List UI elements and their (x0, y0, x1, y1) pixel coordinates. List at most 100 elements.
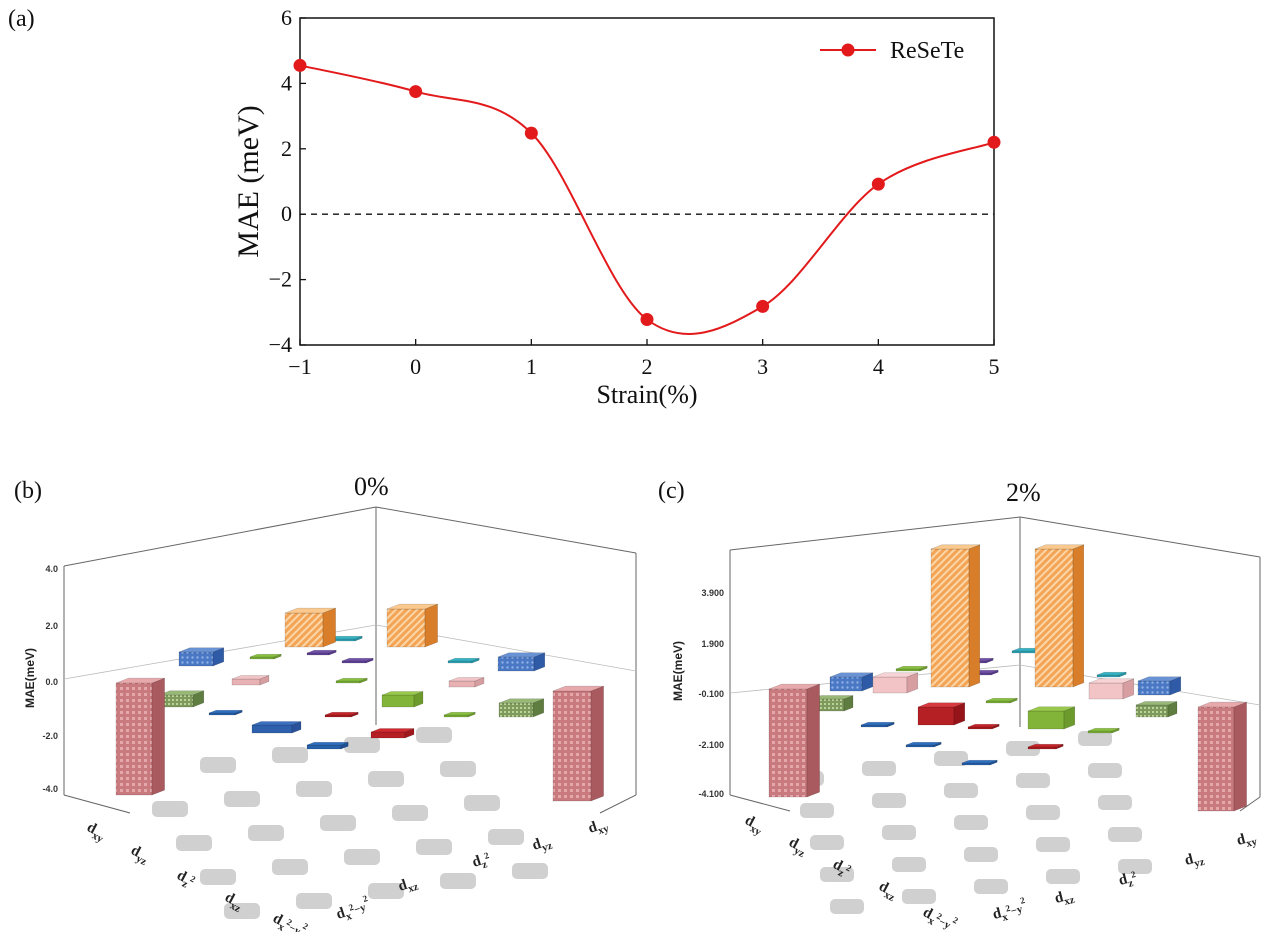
bar-side-face (474, 677, 485, 688)
bar-top-face (448, 677, 485, 682)
x-tick-label: 5 (989, 354, 1000, 379)
floor-tile (416, 839, 452, 855)
floor-tile (902, 889, 936, 904)
frame-edge (63, 506, 377, 567)
x-tick-label: 4 (873, 354, 884, 379)
data-point (756, 299, 770, 313)
bar-top-face (324, 711, 359, 716)
floor-tile (440, 761, 476, 777)
frame-edge (729, 516, 1021, 551)
col-axis-label: dxy (1235, 829, 1259, 852)
x-tick-label: 3 (757, 354, 768, 379)
bar-front-face (917, 706, 955, 726)
x-tick-label: 0 (410, 354, 421, 379)
floor-tile (1098, 795, 1132, 810)
bar-side-face (1118, 671, 1127, 678)
bar-top-face (1135, 701, 1178, 706)
x-tick-label: 1 (526, 354, 537, 379)
bar-front-face (1135, 704, 1169, 718)
floor-tile (1006, 741, 1040, 756)
small-bar (324, 711, 359, 718)
z-tick-label: -4.0 (42, 784, 58, 794)
bar-side-face (886, 721, 895, 728)
bar-front-face (306, 744, 342, 750)
bar-red (115, 677, 165, 796)
bar-top-face (1137, 676, 1181, 682)
bar-side-face (404, 728, 415, 739)
bar-front-face (447, 660, 473, 664)
floor-tile (820, 867, 854, 882)
bar-side-face (291, 721, 302, 734)
bar-green (158, 690, 205, 708)
y-tick-label: 6 (281, 5, 292, 30)
bar-front-face (1034, 548, 1074, 688)
bar-red (1197, 701, 1247, 812)
bar-front-face (386, 608, 426, 648)
bar-front-face (381, 694, 415, 708)
small-bar (341, 657, 374, 664)
bar-top-face (967, 723, 1000, 728)
bar-top-face (306, 649, 337, 654)
floor-tile (200, 869, 236, 885)
floor-tile (296, 893, 332, 909)
bar-green (1135, 701, 1178, 718)
bar-front-face (1027, 710, 1065, 730)
floor-tile (974, 879, 1008, 894)
small-bar (208, 709, 243, 716)
row-axis-label: dyz (785, 834, 811, 860)
data-point (293, 58, 307, 72)
legend-label: ReSeTe (890, 38, 964, 64)
data-point (524, 126, 538, 140)
bar3d-chart-c: 3.900 1.900 -0.100 -2.100 -4.100 MAE(meV) dxy… (671, 516, 1261, 932)
row-axis-label: dyz (127, 842, 153, 868)
z-axis-label: MAE(meV) (671, 641, 685, 701)
bar-front-face (115, 682, 153, 796)
bar-blue (1137, 676, 1182, 696)
panel-label-c: (c) (658, 478, 685, 504)
z-tick-label: 4.0 (45, 564, 58, 574)
bar-side-face (273, 653, 282, 660)
bar-top-face (249, 653, 282, 658)
frame-edge (63, 794, 131, 814)
bar-side-face (328, 649, 337, 656)
bar-side-face (259, 675, 270, 686)
floor-tile (944, 783, 978, 798)
x-axis-label: Strain(%) (596, 380, 697, 409)
bar-side-face (968, 544, 981, 688)
bar-front-face (306, 652, 330, 656)
bar-front-face (1027, 746, 1057, 750)
y-tick-label: 4 (281, 70, 292, 95)
row-axis-label: dxz (875, 878, 901, 904)
bar-side-face (991, 723, 1000, 730)
floor-tile (416, 727, 452, 743)
small-bar (370, 728, 415, 739)
small-bar (335, 677, 368, 684)
bar-side-face (365, 657, 374, 664)
bar-green (498, 698, 545, 718)
small-bar (1087, 727, 1120, 734)
panel-c-title: 2% (1006, 478, 1041, 507)
frame-edge (729, 794, 791, 812)
bar-side-face (985, 657, 994, 664)
col-axis-label: dz2 (470, 850, 493, 874)
y-axis-label: MAE (meV) (232, 105, 265, 257)
small-bar (443, 711, 476, 718)
floor-tile (464, 795, 500, 811)
floor-tile (344, 849, 380, 865)
bar-side-face (1111, 727, 1120, 734)
bar-top-face (930, 544, 980, 550)
small-bar (967, 723, 1000, 730)
bar-front-face (284, 612, 324, 648)
bar-front-face (768, 688, 808, 798)
bar-side-face (1055, 743, 1064, 750)
floor-tile (368, 771, 404, 787)
legend-marker (841, 43, 855, 57)
bar-green (381, 691, 424, 708)
data-point (871, 177, 885, 191)
bar-side-face (424, 603, 438, 648)
floor-tile (368, 883, 404, 899)
floor-tile (1046, 869, 1080, 884)
bar-top-face (341, 657, 374, 662)
bar-front-face (930, 548, 970, 688)
bar-front-face (1088, 682, 1124, 700)
